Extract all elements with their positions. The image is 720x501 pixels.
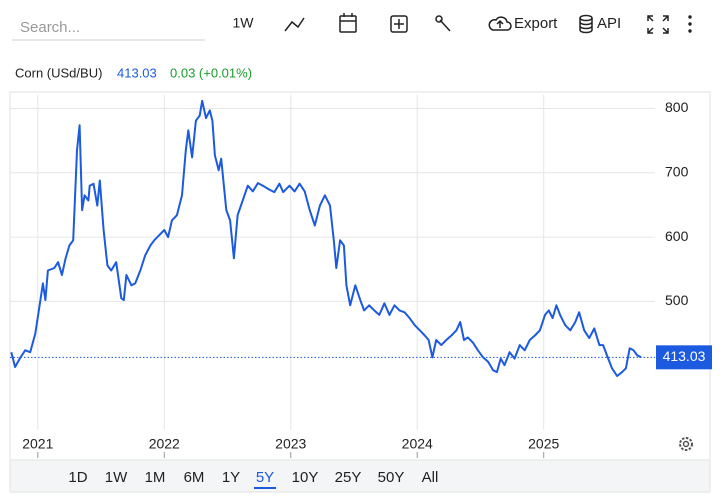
settings-icon[interactable] bbox=[679, 437, 693, 451]
interval-button[interactable]: 1W bbox=[233, 15, 255, 31]
range-button[interactable]: 5Y bbox=[256, 469, 274, 486]
x-tick-label: 2022 bbox=[149, 436, 180, 452]
x-tick-label: 2023 bbox=[275, 436, 306, 452]
x-tick-label: 2024 bbox=[402, 436, 433, 452]
search-box[interactable]: Search... bbox=[12, 19, 205, 41]
x-tick-label: 2021 bbox=[22, 436, 53, 452]
add-icon[interactable] bbox=[390, 15, 408, 33]
range-button[interactable]: 1M bbox=[145, 469, 166, 486]
export-label: Export bbox=[514, 15, 558, 32]
last-value-tag-label: 413.03 bbox=[663, 348, 706, 364]
series-name: Corn (USd/BU) bbox=[15, 65, 102, 80]
range-button[interactable]: 1W bbox=[105, 469, 128, 486]
range-button[interactable]: 25Y bbox=[335, 469, 362, 486]
range-button[interactable]: 6M bbox=[184, 469, 205, 486]
export-button[interactable]: Export bbox=[488, 15, 558, 32]
y-tick-label: 500 bbox=[665, 292, 689, 308]
chart-type-icon[interactable] bbox=[284, 17, 305, 32]
y-tick-label: 800 bbox=[665, 99, 689, 115]
price-line bbox=[10, 99, 642, 377]
y-tick-label: 700 bbox=[665, 164, 689, 180]
chart-frame bbox=[9, 91, 711, 493]
last-value: 413.03 bbox=[117, 65, 157, 80]
wrench-icon[interactable] bbox=[435, 15, 451, 32]
x-tick-label: 2025 bbox=[528, 436, 559, 452]
range-button[interactable]: 1Y bbox=[222, 469, 240, 486]
y-tick-label: 600 bbox=[665, 228, 689, 244]
api-button[interactable]: API bbox=[579, 14, 621, 34]
change-label: 0.03 (+0.01%) bbox=[170, 65, 252, 80]
database-icon bbox=[579, 14, 593, 34]
last-value-tag bbox=[656, 345, 712, 370]
api-label: API bbox=[597, 15, 621, 32]
search-placeholder: Search... bbox=[20, 19, 80, 36]
range-button[interactable]: 10Y bbox=[292, 469, 319, 486]
range-bar bbox=[10, 460, 710, 492]
cloud-icon bbox=[488, 16, 512, 31]
range-button[interactable]: 50Y bbox=[378, 469, 405, 486]
more-icon[interactable] bbox=[688, 15, 692, 33]
fullscreen-icon[interactable] bbox=[647, 15, 669, 34]
calendar-icon[interactable] bbox=[339, 13, 357, 33]
range-button[interactable]: All bbox=[422, 469, 439, 486]
range-button[interactable]: 1D bbox=[68, 469, 87, 486]
